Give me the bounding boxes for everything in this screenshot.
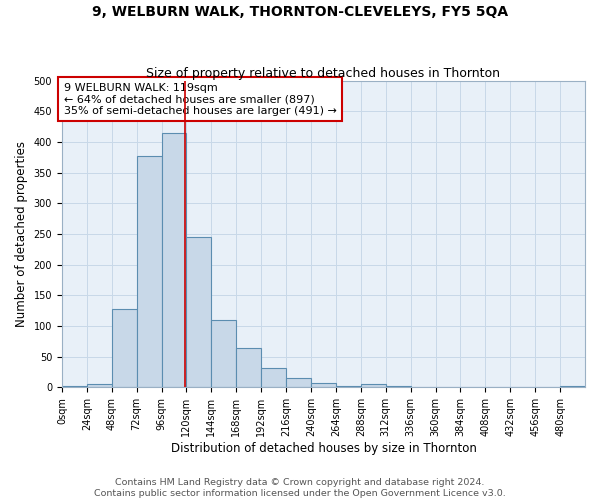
Bar <box>436 387 460 388</box>
Bar <box>361 384 386 388</box>
Bar <box>87 384 112 388</box>
Bar <box>410 387 436 388</box>
Text: 9 WELBURN WALK: 119sqm
← 64% of detached houses are smaller (897)
35% of semi-de: 9 WELBURN WALK: 119sqm ← 64% of detached… <box>64 82 337 116</box>
Bar <box>236 348 261 388</box>
Bar <box>485 387 510 388</box>
Bar <box>62 386 87 388</box>
Text: 9, WELBURN WALK, THORNTON-CLEVELEYS, FY5 5QA: 9, WELBURN WALK, THORNTON-CLEVELEYS, FY5… <box>92 5 508 19</box>
X-axis label: Distribution of detached houses by size in Thornton: Distribution of detached houses by size … <box>170 442 476 455</box>
Bar <box>336 386 361 388</box>
Text: Contains HM Land Registry data © Crown copyright and database right 2024.
Contai: Contains HM Land Registry data © Crown c… <box>94 478 506 498</box>
Bar <box>460 387 485 388</box>
Bar <box>286 378 311 388</box>
Bar <box>560 386 585 388</box>
Bar <box>137 156 161 388</box>
Title: Size of property relative to detached houses in Thornton: Size of property relative to detached ho… <box>146 66 500 80</box>
Bar <box>211 320 236 388</box>
Bar <box>112 309 137 388</box>
Y-axis label: Number of detached properties: Number of detached properties <box>15 141 28 327</box>
Bar <box>311 382 336 388</box>
Bar <box>161 133 187 388</box>
Bar <box>187 237 211 388</box>
Bar <box>261 368 286 388</box>
Bar <box>386 386 410 388</box>
